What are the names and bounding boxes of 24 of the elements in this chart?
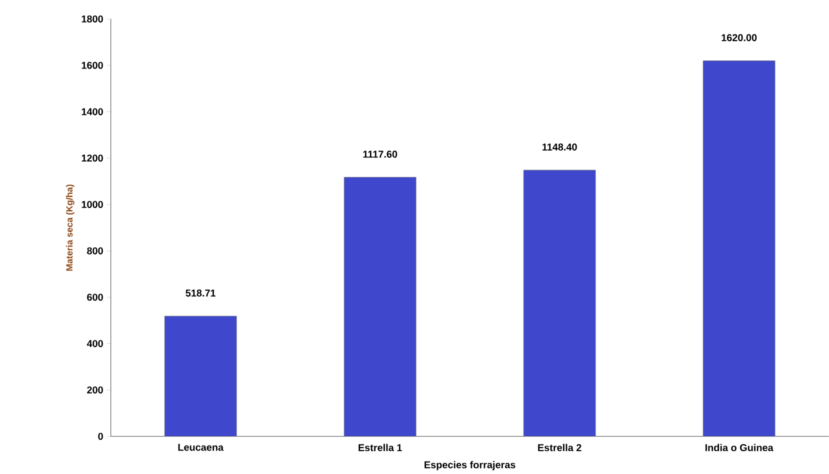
x-tick-label: Estrella 2 [538,444,582,452]
data-label: 518.71 [186,290,216,297]
x-tick-label: Leucaena [178,444,224,452]
y-axis-title: Materia seca (Kg/ha) [66,184,74,271]
bar [523,170,596,437]
x-tick-label: Estrella 1 [358,444,402,452]
x-axis-title: Especies forrajeras [424,461,516,470]
data-label: 1148.40 [542,144,577,151]
x-tick-label: India o Guinea [705,444,774,452]
data-label: 1620.00 [722,34,757,42]
bar [164,316,237,437]
bar [702,60,776,437]
y-tick-label: 200 [87,386,103,394]
y-tick-label: 800 [87,248,103,255]
bar [344,177,416,437]
y-tick-label: 600 [87,294,103,301]
y-tick-label: 0 [98,433,103,440]
y-tick-label: 400 [86,340,103,348]
y-tick-label: 1200 [82,154,103,162]
y-tick-label: 1000 [82,201,103,208]
y-tick-label: 1400 [82,108,103,116]
data-label: 1117.60 [363,150,398,158]
y-tick-label: 1600 [82,62,103,70]
y-tick-label: 1800 [82,16,103,23]
